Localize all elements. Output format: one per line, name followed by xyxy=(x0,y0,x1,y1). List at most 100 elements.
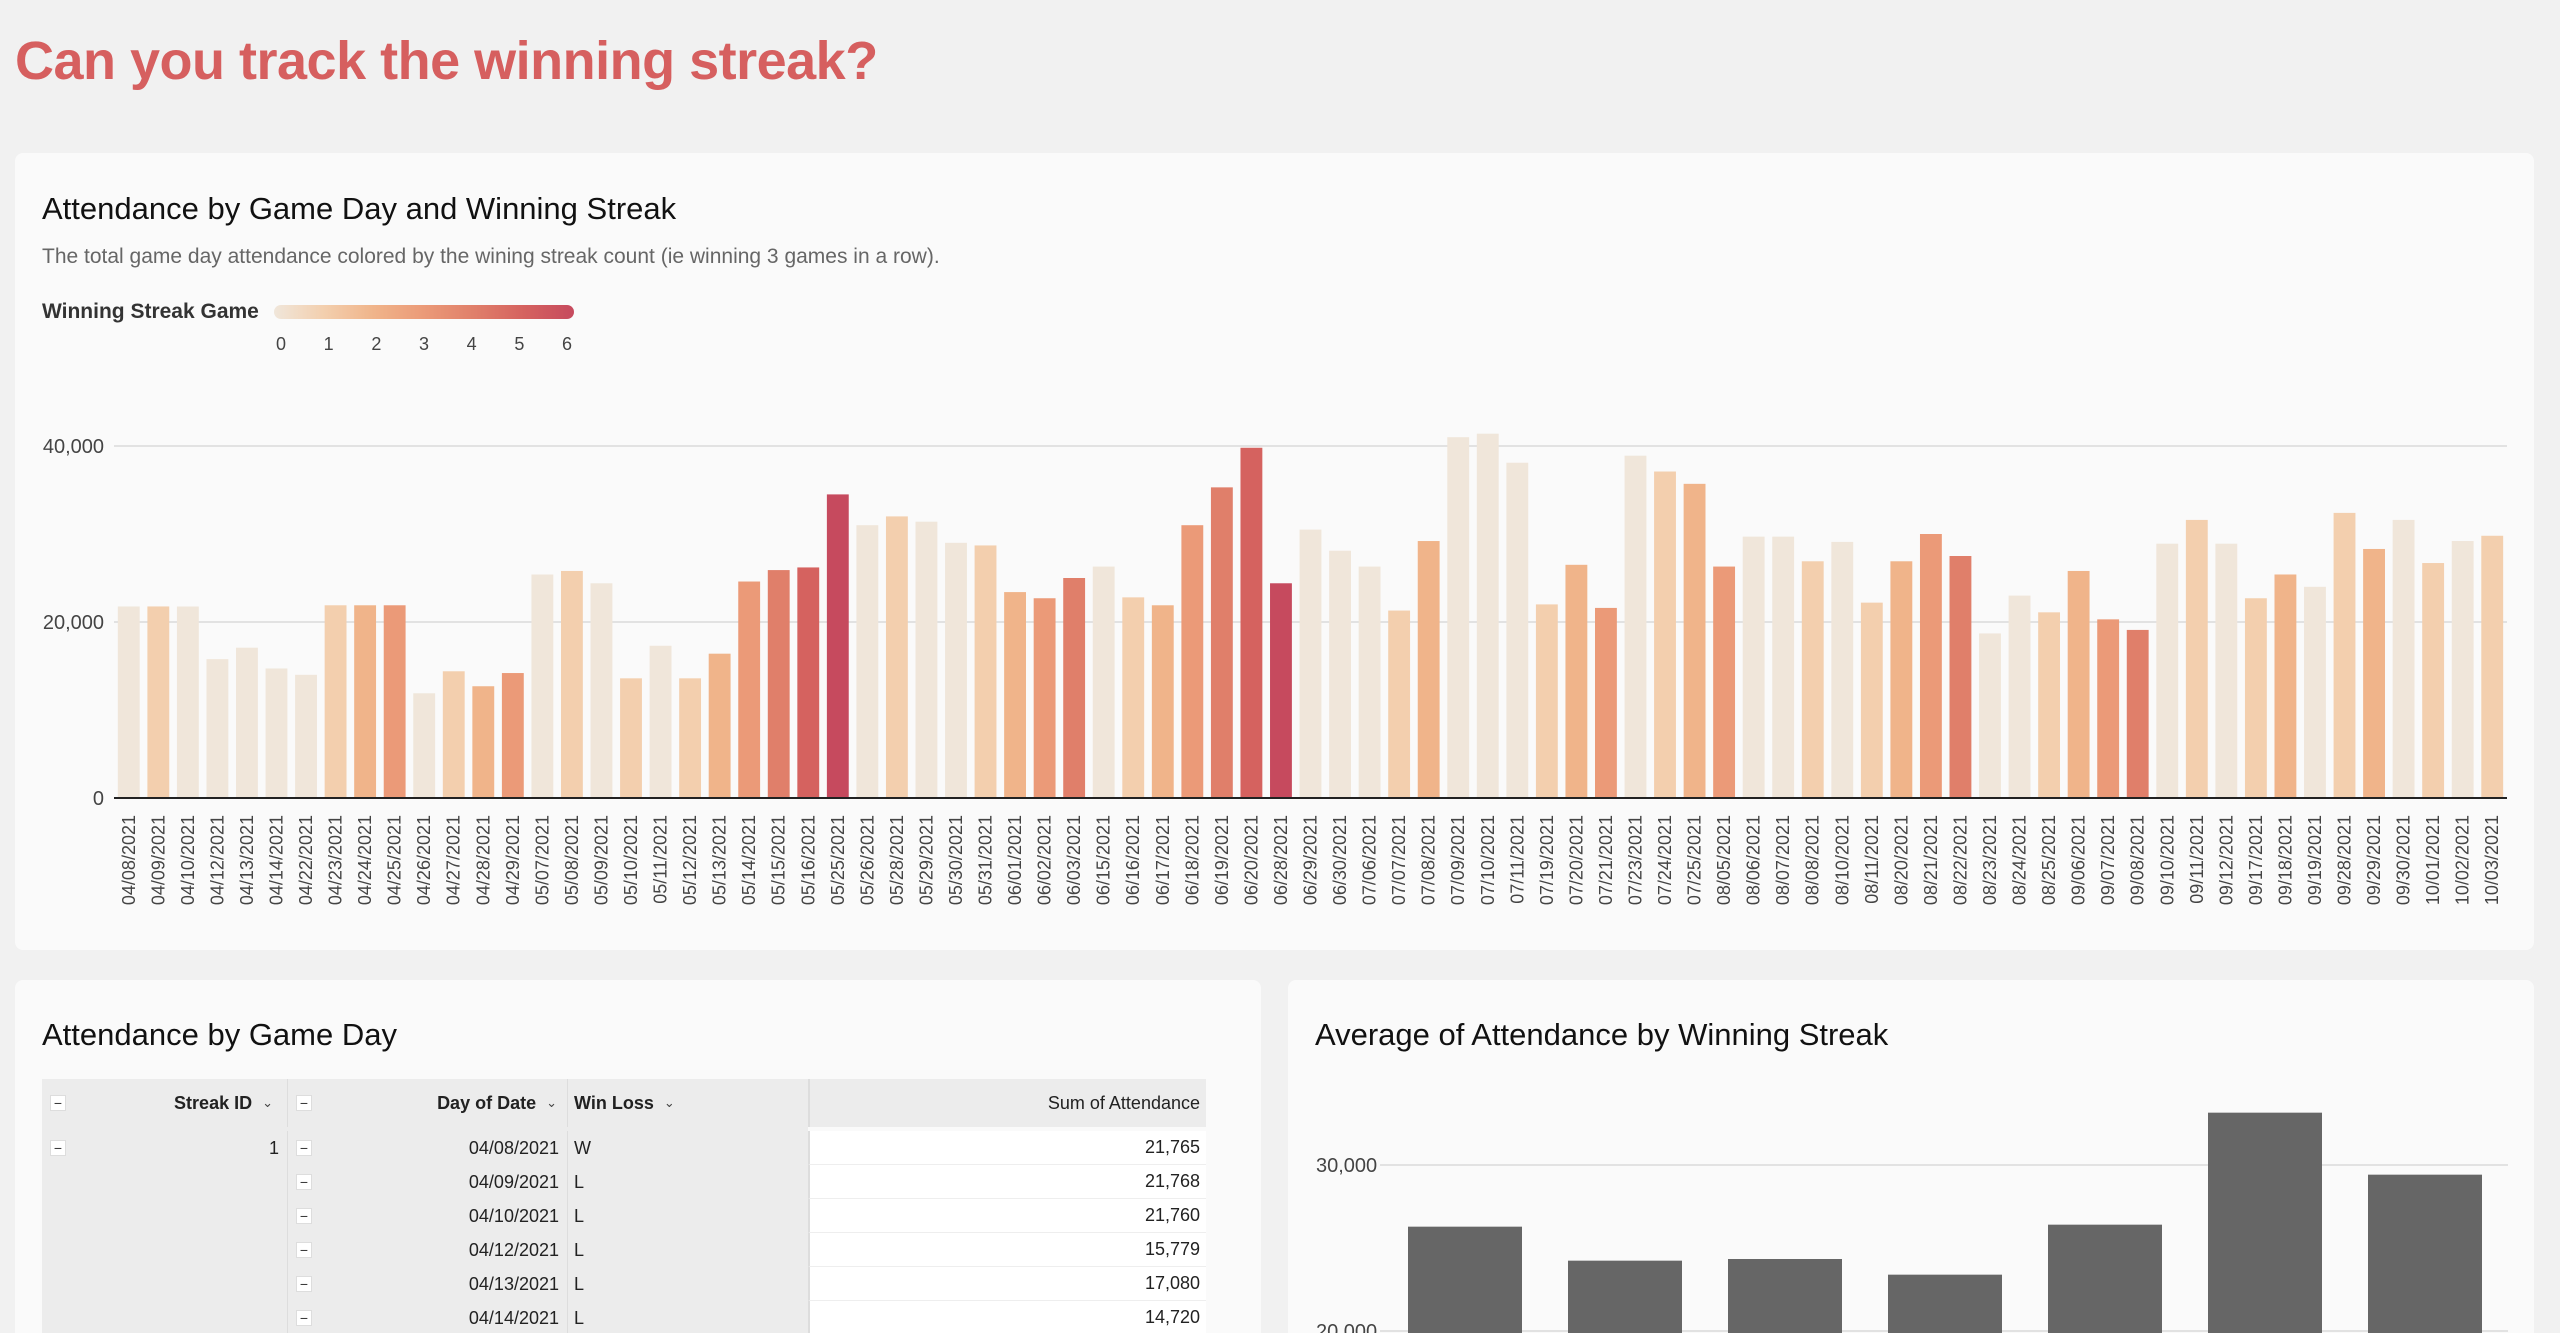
bar[interactable] xyxy=(1535,604,1558,798)
bar[interactable] xyxy=(2274,574,2297,798)
chevron-down-icon[interactable]: ⌄ xyxy=(262,1095,273,1110)
bar[interactable] xyxy=(885,516,908,798)
bar[interactable] xyxy=(501,673,524,798)
bar[interactable] xyxy=(295,674,317,798)
bar[interactable] xyxy=(2215,543,2238,798)
bar[interactable] xyxy=(2208,1112,2322,1333)
bar[interactable] xyxy=(1004,592,1026,798)
bar[interactable] xyxy=(1122,597,1145,798)
bar[interactable] xyxy=(2392,519,2415,798)
bar[interactable] xyxy=(1063,578,1086,798)
bar[interactable] xyxy=(2038,612,2061,798)
collapse-button[interactable]: − xyxy=(296,1174,312,1190)
bar[interactable] xyxy=(1358,566,1381,798)
bar[interactable] xyxy=(649,645,672,798)
bar[interactable] xyxy=(117,606,140,798)
bar[interactable] xyxy=(2067,570,2090,798)
bar[interactable] xyxy=(1092,566,1115,798)
bar[interactable] xyxy=(2368,1174,2482,1333)
collapse-button[interactable]: − xyxy=(296,1276,312,1292)
bar[interactable] xyxy=(738,581,761,798)
bar[interactable] xyxy=(1683,483,1706,798)
bar[interactable] xyxy=(1568,1260,1682,1333)
chevron-down-icon[interactable]: ⌄ xyxy=(663,1095,675,1110)
bar[interactable] xyxy=(1151,605,1174,798)
bar[interactable] xyxy=(2481,535,2504,798)
bar[interactable] xyxy=(2333,512,2356,798)
bar[interactable] xyxy=(1408,1226,1522,1333)
chevron-down-icon[interactable]: ⌄ xyxy=(546,1095,557,1110)
bar[interactable] xyxy=(236,647,258,798)
bar[interactable] xyxy=(945,542,967,798)
bar[interactable] xyxy=(1210,487,1233,798)
collapse-button[interactable]: − xyxy=(296,1208,312,1224)
bar[interactable] xyxy=(1033,598,1056,798)
bar[interactable] xyxy=(1329,550,1351,798)
bar[interactable] xyxy=(797,567,820,798)
bar[interactable] xyxy=(1949,556,1972,798)
bar[interactable] xyxy=(2048,1224,2162,1333)
bar[interactable] xyxy=(383,605,406,798)
bar[interactable] xyxy=(1831,541,1854,798)
bar[interactable] xyxy=(826,494,849,798)
bar[interactable] xyxy=(2126,629,2149,798)
bar[interactable] xyxy=(1447,437,1470,798)
bar[interactable] xyxy=(1624,455,1647,798)
bar[interactable] xyxy=(1979,633,2001,798)
collapse-button[interactable]: − xyxy=(50,1095,66,1111)
bar[interactable] xyxy=(1299,529,1322,798)
bar[interactable] xyxy=(2451,541,2474,798)
bar[interactable] xyxy=(915,521,938,798)
bar[interactable] xyxy=(413,693,436,798)
bar[interactable] xyxy=(442,671,465,798)
bar[interactable] xyxy=(1595,607,1617,798)
collapse-button[interactable]: − xyxy=(50,1140,66,1156)
bar[interactable] xyxy=(1181,525,1204,798)
bar[interactable] xyxy=(708,653,731,798)
bar[interactable] xyxy=(206,659,229,798)
bar[interactable] xyxy=(974,545,997,798)
bar[interactable] xyxy=(1270,583,1292,798)
bar[interactable] xyxy=(679,678,702,798)
bar[interactable] xyxy=(2097,619,2120,798)
bar[interactable] xyxy=(1654,471,1676,798)
bar[interactable] xyxy=(147,606,170,798)
bar[interactable] xyxy=(472,686,495,798)
bar[interactable] xyxy=(1801,561,1824,798)
collapse-button[interactable]: − xyxy=(296,1095,312,1111)
bar[interactable] xyxy=(590,583,613,798)
collapse-button[interactable]: − xyxy=(296,1140,312,1156)
bar[interactable] xyxy=(1388,610,1411,798)
bar[interactable] xyxy=(531,574,554,798)
bar[interactable] xyxy=(2185,519,2208,798)
bar[interactable] xyxy=(2304,586,2326,798)
bar[interactable] xyxy=(2363,548,2385,798)
bar[interactable] xyxy=(1565,564,1588,798)
collapse-button[interactable]: − xyxy=(296,1242,312,1258)
bar[interactable] xyxy=(265,668,288,798)
bar[interactable] xyxy=(1728,1259,1842,1333)
bar[interactable] xyxy=(2244,598,2267,798)
bar[interactable] xyxy=(1860,602,1883,798)
bar[interactable] xyxy=(856,525,879,798)
bar[interactable] xyxy=(176,606,199,798)
bar[interactable] xyxy=(1890,561,1913,798)
bar[interactable] xyxy=(2422,563,2445,798)
bar[interactable] xyxy=(560,570,583,798)
bar[interactable] xyxy=(1919,534,1942,798)
bar[interactable] xyxy=(354,605,377,798)
bar[interactable] xyxy=(2008,595,2031,798)
bar[interactable] xyxy=(1742,536,1765,798)
collapse-button[interactable]: − xyxy=(296,1310,312,1326)
bar[interactable] xyxy=(1713,566,1736,798)
bar[interactable] xyxy=(1476,433,1499,798)
bar[interactable] xyxy=(2156,543,2179,798)
bar[interactable] xyxy=(767,570,790,798)
bar[interactable] xyxy=(1417,541,1440,798)
bar[interactable] xyxy=(620,678,642,798)
bar[interactable] xyxy=(1506,462,1529,798)
bar[interactable] xyxy=(1772,536,1795,798)
bar[interactable] xyxy=(1240,447,1263,798)
bar[interactable] xyxy=(324,605,347,798)
bar[interactable] xyxy=(1888,1274,2002,1333)
